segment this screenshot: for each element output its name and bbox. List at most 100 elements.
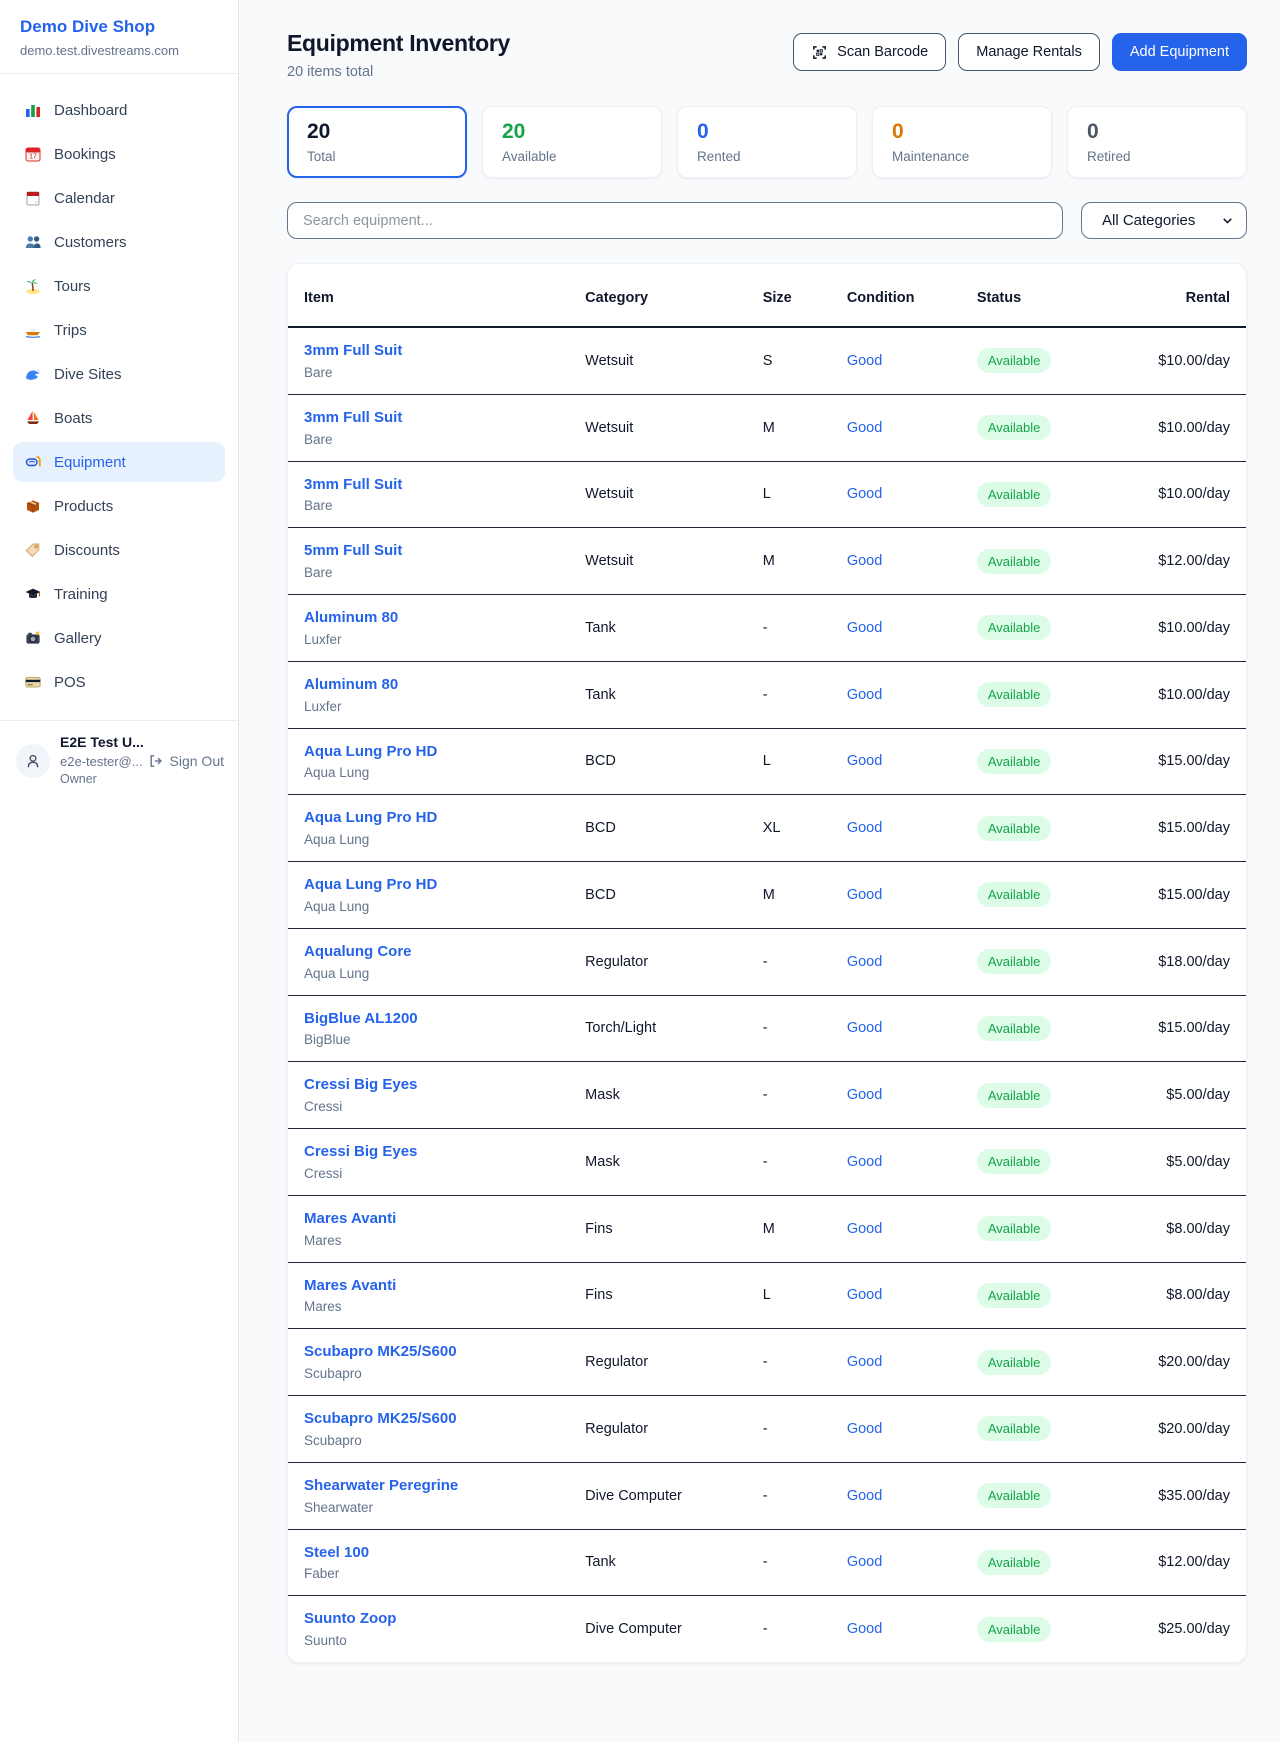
category-cell: Wetsuit bbox=[569, 327, 747, 395]
item-brand: Luxfer bbox=[304, 631, 342, 647]
sidebar-item-dashboard[interactable]: Dashboard bbox=[13, 90, 225, 130]
sidebar-item-dive-sites[interactable]: Dive Sites bbox=[13, 354, 225, 394]
condition-link[interactable]: Good bbox=[846, 352, 883, 369]
sidebar-item-products[interactable]: Products bbox=[13, 486, 225, 526]
user-name: E2E Test U... bbox=[60, 734, 144, 750]
table-row: Aqua Lung Pro HD Aqua Lung BCD XL Good A… bbox=[288, 794, 1246, 862]
item-name-link[interactable]: Aqua Lung Pro HD bbox=[304, 876, 438, 893]
package-icon bbox=[24, 497, 42, 515]
condition-link[interactable]: Good bbox=[846, 1220, 883, 1237]
category-cell: Mask bbox=[569, 1128, 747, 1196]
page-title: Equipment Inventory bbox=[287, 30, 511, 56]
stat-card-retired[interactable]: 0 Retired bbox=[1067, 106, 1247, 178]
table-row: Aluminum 80 Luxfer Tank - Good Available… bbox=[288, 661, 1246, 729]
item-name-link[interactable]: Mares Avanti bbox=[304, 1209, 397, 1227]
condition-link[interactable]: Good bbox=[846, 820, 883, 837]
table-row: Aqua Lung Pro HD Aqua Lung BCD M Good Av… bbox=[288, 861, 1246, 929]
stat-card-maintenance[interactable]: 0 Maintenance bbox=[872, 106, 1052, 178]
rental-cell: $18.00/day bbox=[1142, 928, 1246, 996]
category-select[interactable]: All Categories bbox=[1081, 202, 1247, 239]
bar-chart-icon bbox=[24, 101, 42, 119]
item-name-link[interactable]: 3mm Full Suit bbox=[304, 342, 403, 359]
item-brand: Mares bbox=[304, 1299, 342, 1315]
condition-link[interactable]: Good bbox=[846, 1420, 883, 1437]
condition-link[interactable]: Good bbox=[846, 1487, 883, 1504]
item-name-link[interactable]: Mares Avanti bbox=[304, 1276, 397, 1294]
item-name-link[interactable]: Aqualung Core bbox=[304, 942, 412, 960]
item-name-link[interactable]: 5mm Full Suit bbox=[304, 542, 403, 560]
rental-cell: $25.00/day bbox=[1158, 1621, 1230, 1638]
sidebar-item-label: Equipment bbox=[54, 453, 126, 471]
item-name-link[interactable]: Aqua Lung Pro HD bbox=[304, 809, 438, 827]
item-name-link[interactable]: Scubapro MK25/S600 bbox=[304, 1410, 457, 1427]
sidebar-item-discounts[interactable]: Discounts bbox=[13, 530, 225, 570]
condition-link[interactable]: Good bbox=[846, 1554, 883, 1571]
add-equipment-button[interactable]: Add Equipment bbox=[1111, 33, 1247, 71]
scan-barcode-button[interactable]: Scan Barcode bbox=[793, 33, 947, 71]
sidebar-item-training[interactable]: Training bbox=[13, 574, 225, 614]
condition-link[interactable]: Good bbox=[846, 886, 883, 903]
search-input[interactable] bbox=[287, 202, 1063, 239]
item-brand: Scubapro bbox=[304, 1366, 362, 1381]
condition-link[interactable]: Good bbox=[846, 419, 883, 436]
condition-link[interactable]: Good bbox=[846, 1354, 883, 1371]
item-name-link[interactable]: Suunto Zoop bbox=[304, 1610, 397, 1628]
brand-name[interactable]: Demo Dive Shop bbox=[20, 17, 156, 36]
condition-link[interactable]: Good bbox=[846, 753, 883, 770]
main-content: Equipment Inventory 20 items total Scan … bbox=[239, 0, 1280, 1697]
category-cell: Wetsuit bbox=[569, 461, 747, 529]
item-name-link[interactable]: Aluminum 80 bbox=[304, 675, 399, 693]
stats-row: 20 Total 20 Available 0 Rented 0 Mainten… bbox=[287, 106, 1247, 178]
condition-link[interactable]: Good bbox=[846, 553, 883, 570]
category-cell: Fins bbox=[569, 1262, 747, 1330]
item-brand: Aqua Lung bbox=[304, 832, 370, 847]
rental-cell: $12.00/day bbox=[1142, 527, 1246, 595]
item-brand: Luxfer bbox=[304, 698, 342, 714]
condition-link[interactable]: Good bbox=[846, 1087, 883, 1104]
graduation-cap-icon bbox=[24, 585, 42, 603]
condition-link[interactable]: Good bbox=[846, 1020, 883, 1037]
item-name-link[interactable]: Scubapro MK25/S600 bbox=[304, 1343, 457, 1361]
item-name-link[interactable]: Shearwater Peregrine bbox=[304, 1476, 459, 1494]
sidebar-item-tours[interactable]: Tours bbox=[13, 266, 225, 306]
condition-link[interactable]: Good bbox=[846, 619, 883, 636]
sidebar-item-gallery[interactable]: Gallery bbox=[13, 618, 225, 658]
palm-island-icon bbox=[24, 277, 42, 295]
condition-link[interactable]: Good bbox=[846, 1621, 883, 1638]
condition-link[interactable]: Good bbox=[846, 1153, 883, 1170]
sidebar-item-pos[interactable]: POS bbox=[13, 662, 225, 702]
sidebar-item-label: Boats bbox=[54, 409, 93, 427]
item-name-link[interactable]: Steel 100 bbox=[304, 1543, 370, 1561]
condition-link[interactable]: Good bbox=[846, 686, 883, 703]
sidebar-item-equipment[interactable]: Equipment bbox=[13, 442, 225, 482]
sidebar-item-label: Customers bbox=[54, 233, 127, 251]
stat-card-rented[interactable]: 0 Rented bbox=[677, 106, 857, 178]
sign-out-button[interactable]: Sign Out bbox=[148, 753, 224, 769]
item-name-link[interactable]: 3mm Full Suit bbox=[304, 408, 403, 426]
sidebar-item-trips[interactable]: Trips bbox=[13, 310, 225, 350]
stat-card-available[interactable]: 20 Available bbox=[482, 106, 662, 178]
item-name-link[interactable]: Cressi Big Eyes bbox=[304, 1076, 418, 1094]
rental-cell: $8.00/day bbox=[1142, 1262, 1246, 1330]
table-row: Mares Avanti Mares Fins L Good Available… bbox=[288, 1262, 1246, 1330]
item-name-link[interactable]: Cressi Big Eyes bbox=[304, 1143, 418, 1160]
item-name-link[interactable]: 3mm Full Suit bbox=[304, 475, 403, 493]
column-header-condition: Condition bbox=[830, 264, 961, 328]
item-name-link[interactable]: Aluminum 80 bbox=[304, 609, 399, 626]
credit-card-icon bbox=[24, 673, 42, 691]
sidebar-item-customers[interactable]: Customers bbox=[13, 222, 225, 262]
stat-card-total[interactable]: 20 Total bbox=[287, 106, 467, 178]
sign-out-label: Sign Out bbox=[169, 752, 224, 769]
sidebar-item-label: Bookings bbox=[54, 145, 116, 163]
category-cell: Fins bbox=[569, 1195, 747, 1263]
sidebar-item-boats[interactable]: Boats bbox=[13, 398, 225, 438]
manage-rentals-button[interactable]: Manage Rentals bbox=[958, 33, 1100, 71]
condition-link[interactable]: Good bbox=[846, 953, 883, 970]
sidebar-item-calendar[interactable]: Calendar bbox=[13, 178, 225, 218]
item-name-link[interactable]: BigBlue AL1200 bbox=[304, 1009, 418, 1027]
condition-link[interactable]: Good bbox=[846, 486, 883, 503]
item-name-link[interactable]: Aqua Lung Pro HD bbox=[304, 742, 438, 760]
size-cell: - bbox=[746, 1462, 831, 1530]
condition-link[interactable]: Good bbox=[846, 1287, 883, 1304]
sidebar-item-bookings[interactable]: 17 Bookings bbox=[13, 134, 225, 174]
